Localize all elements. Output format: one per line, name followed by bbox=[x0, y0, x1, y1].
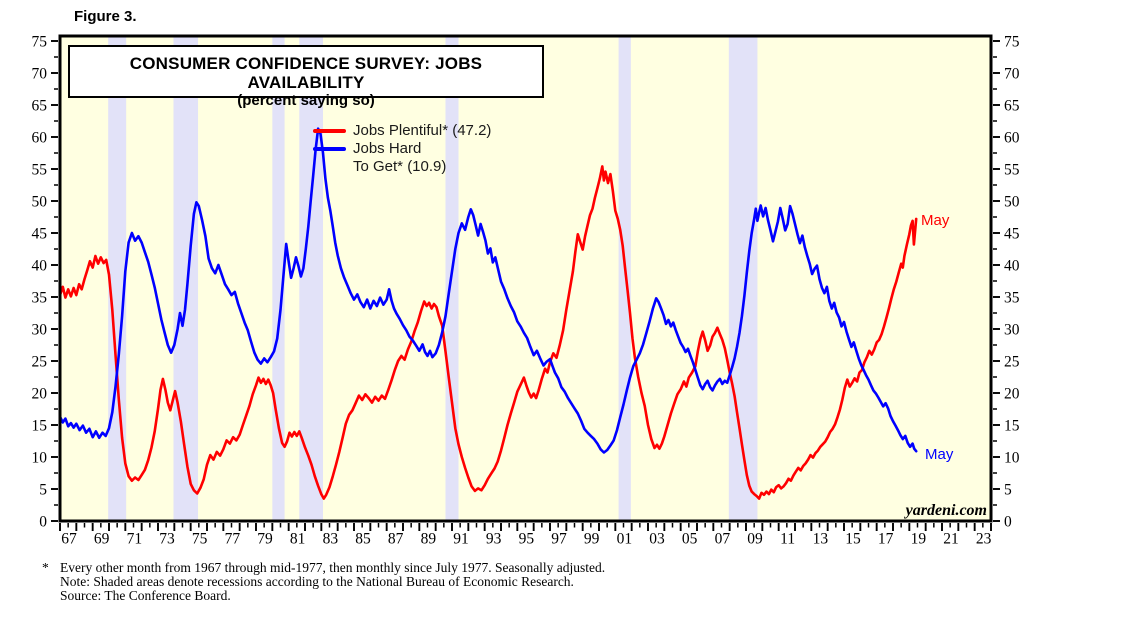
y-axis-label-right: 15 bbox=[1004, 418, 1020, 435]
y-axis-label-left: 40 bbox=[32, 258, 48, 275]
legend-item-jobs-plentiful: Jobs Plentiful* (47.2) bbox=[313, 122, 491, 140]
footnote-line-2: Note: Shaded areas denote recessions acc… bbox=[60, 574, 574, 590]
y-axis-label-left: 10 bbox=[32, 450, 48, 467]
y-axis-label-right: 25 bbox=[1004, 354, 1020, 371]
y-axis-label-right: 0 bbox=[1004, 514, 1012, 531]
x-axis-tick-label: 95 bbox=[519, 531, 535, 548]
chart-title-box: CONSUMER CONFIDENCE SURVEY: JOBS AVAILAB… bbox=[68, 45, 544, 109]
latest-point-label-jobs-hard: May bbox=[925, 446, 954, 463]
x-axis-tick-label: 05 bbox=[682, 531, 698, 548]
chart-title: CONSUMER CONFIDENCE SURVEY: JOBS AVAILAB… bbox=[129, 54, 483, 92]
figure-label: Figure 3. bbox=[74, 8, 137, 25]
x-axis-tick-label: 13 bbox=[813, 531, 829, 548]
x-axis-tick-label: 89 bbox=[421, 531, 437, 548]
y-axis-label-left: 55 bbox=[32, 162, 48, 179]
chart-subtitle: (percent saying so) bbox=[237, 92, 375, 109]
y-axis-label-right: 65 bbox=[1004, 98, 1020, 115]
jobs-hard-to-get-line bbox=[58, 127, 918, 454]
footnote-line-3: Source: The Conference Board. bbox=[60, 588, 231, 604]
x-axis-tick-label: 79 bbox=[257, 531, 273, 548]
x-axis-tick-label: 19 bbox=[911, 531, 927, 548]
plot-background bbox=[60, 36, 991, 521]
x-axis-tick-label: 75 bbox=[192, 531, 208, 548]
y-axis-label-left: 0 bbox=[39, 514, 47, 531]
x-axis-tick-label: 81 bbox=[290, 531, 306, 548]
recession-band bbox=[728, 36, 758, 521]
x-axis-tick-label: 67 bbox=[61, 531, 77, 548]
x-axis-tick-label: 99 bbox=[584, 531, 600, 548]
x-axis-tick-label: 71 bbox=[127, 531, 143, 548]
latest-point-label-jobs-plentiful: May bbox=[921, 212, 950, 229]
y-axis-label-left: 50 bbox=[32, 194, 48, 211]
x-axis-tick-label: 85 bbox=[355, 531, 371, 548]
recession-band bbox=[618, 36, 631, 521]
x-axis-tick-label: 07 bbox=[715, 531, 731, 548]
y-axis-label-right: 60 bbox=[1004, 130, 1020, 147]
x-axis-tick-label: 23 bbox=[976, 531, 992, 548]
jobs-plentiful-swatch bbox=[313, 129, 346, 133]
y-axis-label-left: 15 bbox=[32, 418, 48, 435]
recession-band bbox=[173, 36, 199, 521]
legend: Jobs Plentiful* (47.2) Jobs Hard To Get* … bbox=[313, 122, 491, 176]
jobs-plentiful-line bbox=[58, 165, 918, 500]
x-axis-tick-label: 09 bbox=[747, 531, 763, 548]
x-axis-tick-label: 97 bbox=[551, 531, 567, 548]
y-axis-label-left: 5 bbox=[39, 482, 47, 499]
x-axis-tick-label: 87 bbox=[388, 531, 404, 548]
y-axis-label-left: 45 bbox=[32, 226, 48, 243]
legend-label-jobs-hard-line1: Jobs Hard bbox=[353, 140, 422, 157]
x-axis-tick-label: 11 bbox=[780, 531, 795, 548]
x-axis-tick-label: 03 bbox=[649, 531, 665, 548]
y-axis-label-right: 55 bbox=[1004, 162, 1020, 179]
footnote-asterisk: * bbox=[42, 560, 49, 575]
legend-item-jobs-hard: Jobs Hard To Get* (10.9) bbox=[313, 140, 491, 176]
x-axis-tick-label: 69 bbox=[94, 531, 110, 548]
y-axis-label-right: 35 bbox=[1004, 290, 1020, 307]
plot-frame bbox=[58, 34, 993, 523]
jobs-hard-swatch bbox=[313, 147, 346, 151]
y-axis-label-right: 50 bbox=[1004, 194, 1020, 211]
watermark-yardeni: yardeni.com bbox=[905, 502, 987, 519]
y-axis-label-left: 65 bbox=[32, 98, 48, 115]
y-axis-label-left: 75 bbox=[32, 34, 48, 51]
x-axis-tick-label: 01 bbox=[617, 531, 633, 548]
x-axis-tick-label: 17 bbox=[878, 531, 894, 548]
footnote-line-1: Every other month from 1967 through mid-… bbox=[60, 560, 606, 575]
y-axis-label-left: 70 bbox=[32, 66, 48, 83]
x-axis-tick-label: 77 bbox=[225, 531, 241, 548]
legend-label-jobs-hard: Jobs Hard To Get* (10.9) bbox=[353, 140, 446, 176]
recession-band bbox=[299, 36, 323, 521]
y-axis-label-right: 20 bbox=[1004, 386, 1020, 403]
footnotes: * Every other month from 1967 through mi… bbox=[42, 560, 606, 604]
legend-label-jobs-plentiful: Jobs Plentiful* (47.2) bbox=[353, 122, 492, 139]
y-axis-label-right: 75 bbox=[1004, 34, 1020, 51]
x-axis-tick-label: 73 bbox=[159, 531, 175, 548]
y-axis-label-right: 10 bbox=[1004, 450, 1020, 467]
y-axis-label-left: 30 bbox=[32, 322, 48, 339]
x-axis-tick-label: 93 bbox=[486, 531, 502, 548]
y-axis-label-right: 45 bbox=[1004, 226, 1020, 243]
x-axis-tick-label: 15 bbox=[845, 531, 861, 548]
x-axis-tick-label: 21 bbox=[943, 531, 959, 548]
y-axis-label-right: 30 bbox=[1004, 322, 1020, 339]
y-axis-label-right: 70 bbox=[1004, 66, 1020, 83]
y-axis-label-right: 40 bbox=[1004, 258, 1020, 275]
x-axis-tick-label: 83 bbox=[323, 531, 339, 548]
y-axis-label-right: 5 bbox=[1004, 482, 1012, 499]
x-axis-tick-label: 91 bbox=[453, 531, 469, 548]
legend-label-jobs-hard-line2: To Get* (10.9) bbox=[353, 158, 447, 175]
y-axis-label-left: 35 bbox=[32, 290, 48, 307]
y-axis-label-left: 25 bbox=[32, 354, 48, 371]
y-axis-label-left: 60 bbox=[32, 130, 48, 147]
y-axis-label-left: 20 bbox=[32, 386, 48, 403]
